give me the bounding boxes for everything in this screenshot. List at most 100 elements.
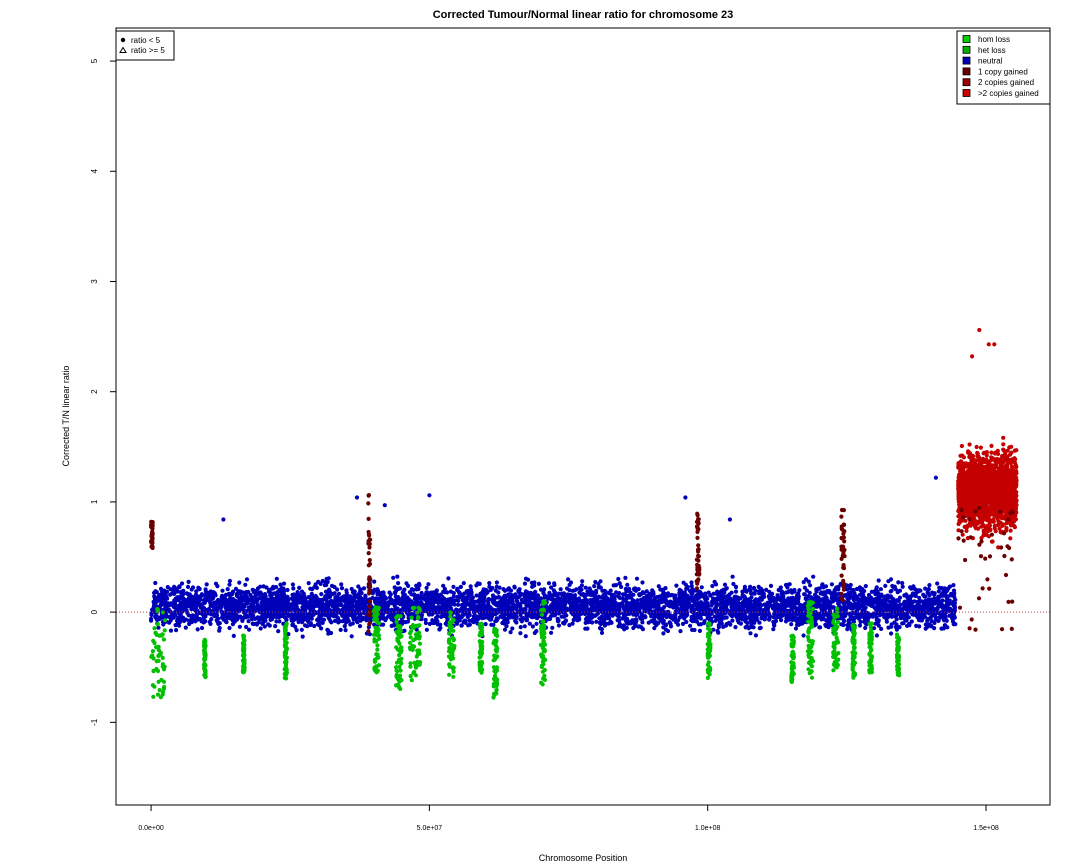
- neutral-point: [456, 602, 461, 607]
- neutral-point: [947, 584, 953, 589]
- neutral-point: [564, 613, 569, 618]
- neutral-point: [728, 612, 733, 617]
- neutral-point: [862, 599, 867, 604]
- neutral-point: [181, 618, 187, 624]
- neutral-point: [674, 583, 679, 588]
- neutral-point: [749, 595, 754, 600]
- neutral-point: [916, 608, 921, 613]
- neutral-point: [753, 633, 759, 638]
- neutral-point: [757, 591, 762, 596]
- neutral-point: [480, 595, 485, 600]
- neutral-point: [583, 585, 588, 590]
- neutral-point: [494, 580, 499, 585]
- neutral-point: [624, 612, 629, 617]
- neutral-point: [356, 584, 361, 589]
- neutral-point: [617, 581, 622, 586]
- neutral-point: [250, 621, 255, 626]
- neutral-point: [339, 586, 345, 591]
- neutral-point: [424, 627, 429, 632]
- neutral-point: [885, 593, 890, 598]
- neutral-point: [291, 586, 296, 591]
- neutral-point: [722, 582, 728, 587]
- neutral-point: [503, 598, 508, 603]
- neutral-point: [228, 592, 233, 598]
- neutral-point: [335, 587, 340, 592]
- neutral-point: [915, 588, 920, 593]
- neutral-point: [629, 620, 634, 625]
- neutral-point: [803, 577, 809, 582]
- neutral-point: [167, 620, 172, 625]
- neutral-point: [748, 588, 753, 593]
- neutral-point: [425, 590, 430, 595]
- neutral-point: [494, 616, 499, 621]
- neutral-point: [926, 597, 931, 602]
- neutral-point: [459, 623, 464, 628]
- neutral-point: [317, 616, 323, 621]
- neutral-point: [914, 623, 919, 629]
- neutral-point: [419, 590, 424, 596]
- neutral-point: [551, 609, 556, 614]
- neutral-point: [601, 609, 606, 614]
- neutral-point: [685, 593, 690, 598]
- neutral-point: [558, 587, 563, 592]
- neutral-point: [889, 614, 895, 619]
- neutral-point: [625, 582, 630, 587]
- neutral-point: [291, 592, 297, 597]
- neutral-point: [267, 606, 272, 611]
- neutral-point: [552, 605, 557, 610]
- neutral-point: [821, 585, 826, 590]
- neutral-point: [461, 597, 466, 603]
- neutral-point: [204, 582, 209, 587]
- neutral-point: [451, 584, 456, 590]
- neutral-point: [173, 596, 178, 602]
- neutral-point: [161, 622, 166, 627]
- neutral-point: [840, 614, 845, 619]
- neutral-point: [909, 586, 914, 591]
- neutral-point: [673, 610, 678, 615]
- neutral-point: [283, 607, 289, 613]
- neutral-point: [676, 618, 681, 623]
- neutral-point: [846, 600, 851, 605]
- neutral-point: [646, 620, 651, 625]
- neutral-point: [771, 614, 776, 620]
- neutral-point: [733, 589, 739, 594]
- neutral-point: [352, 591, 357, 596]
- neutral-point: [756, 584, 761, 590]
- neutral-point: [185, 584, 191, 590]
- neutral-point: [472, 599, 477, 604]
- neutral-point: [522, 624, 527, 629]
- neutral-point: [342, 624, 347, 629]
- neutral-point: [783, 619, 789, 624]
- neutral-point: [857, 592, 863, 597]
- neutral-point: [246, 619, 251, 624]
- neutral-point: [505, 620, 510, 625]
- neutral-point: [678, 629, 683, 634]
- neutral-point: [549, 585, 554, 590]
- neutral-point: [819, 606, 824, 611]
- neutral-point: [879, 626, 884, 632]
- neutral-point: [620, 596, 625, 601]
- neutral-point: [859, 614, 864, 619]
- neutral-point: [486, 597, 491, 602]
- neutral-point: [918, 612, 923, 617]
- neutral-point: [467, 622, 472, 627]
- neutral-point: [490, 593, 496, 598]
- neutral-point: [263, 593, 268, 599]
- neutral-point: [491, 599, 497, 604]
- neutral-point: [712, 579, 717, 585]
- neutral-point: [882, 604, 888, 609]
- neutral-point: [724, 615, 729, 620]
- neutral-point: [758, 625, 763, 630]
- neutral-point: [414, 583, 419, 588]
- neutral-point: [647, 591, 652, 596]
- neutral-point: [512, 584, 517, 589]
- neutral-point: [322, 612, 328, 618]
- neutral-point: [897, 607, 902, 612]
- neutral-point: [409, 592, 414, 597]
- neutral-point: [896, 589, 901, 594]
- neutral-point: [487, 581, 492, 586]
- neutral-point: [352, 612, 357, 617]
- neutral-point: [312, 623, 317, 629]
- neutral-point: [816, 601, 821, 606]
- neutral-point: [585, 626, 590, 631]
